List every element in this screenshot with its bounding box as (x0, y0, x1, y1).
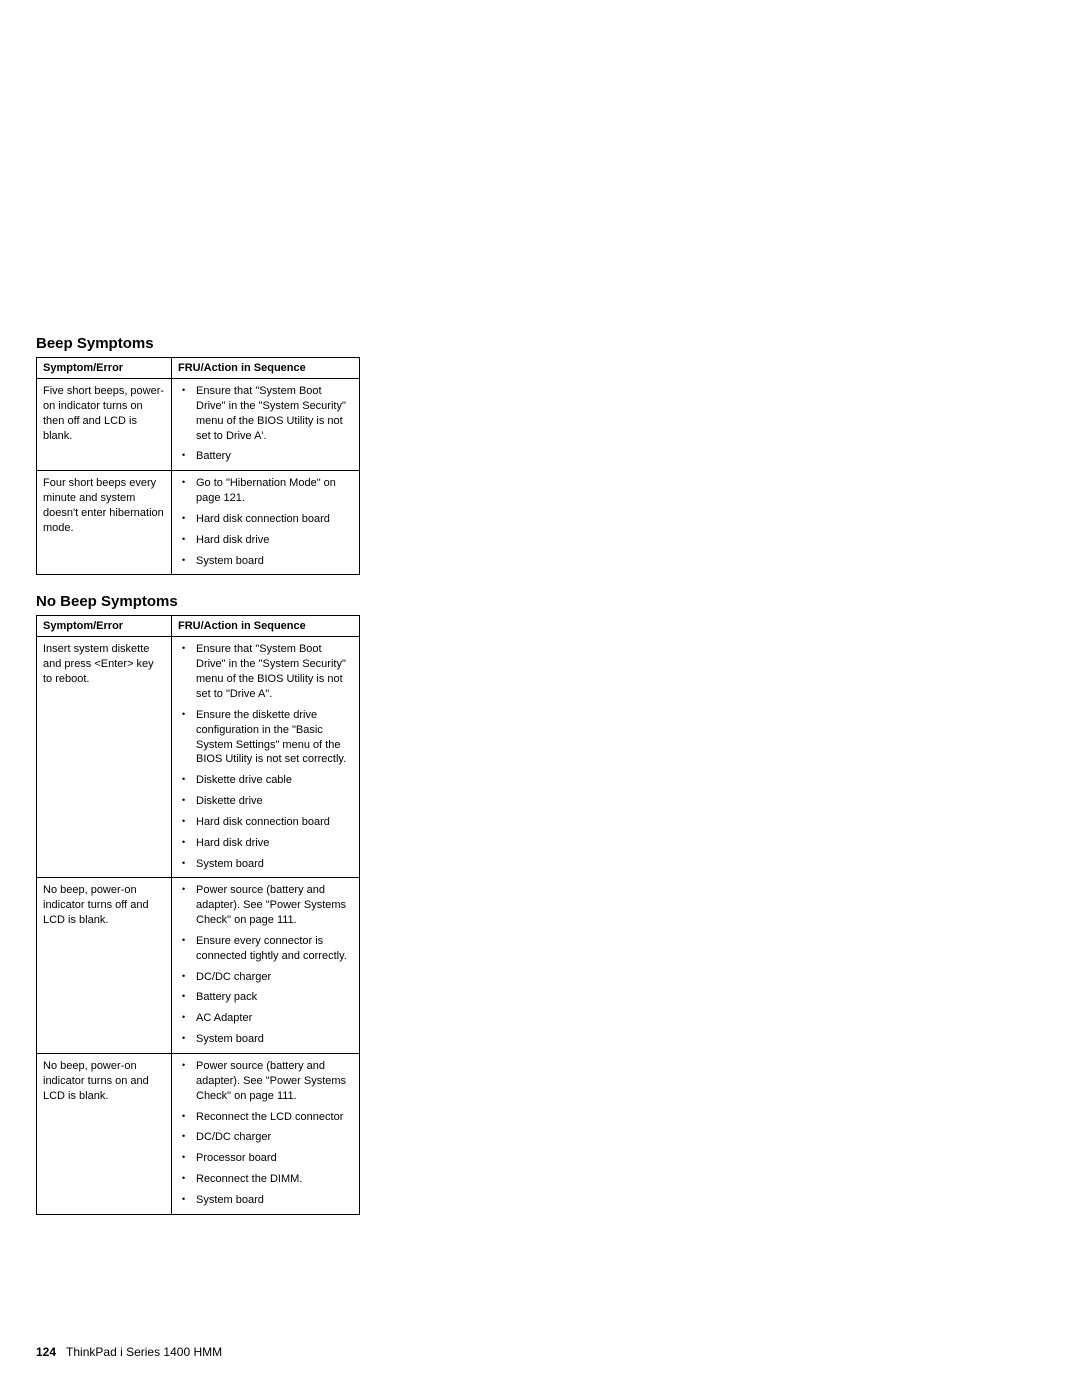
action-item: Reconnect the DIMM. (178, 1172, 353, 1187)
table-row: No beep, power-on indicator turns on and… (37, 1054, 360, 1215)
action-list: Power source (battery and adapter). See … (178, 1059, 353, 1208)
table-header-symptom: Symptom/Error (37, 358, 172, 379)
table-row: Four short beeps every minute and system… (37, 471, 360, 575)
action-item: Power source (battery and adapter). See … (178, 883, 353, 928)
table-row: Insert system diskette and press <Enter>… (37, 637, 360, 878)
symptom-cell: Five short beeps, power-on indicator tur… (37, 379, 172, 471)
action-item: System board (178, 554, 353, 569)
symptom-cell: Insert system diskette and press <Enter>… (37, 637, 172, 878)
table-header-action: FRU/Action in Sequence (172, 616, 360, 637)
action-item: Processor board (178, 1151, 353, 1166)
beep-symptoms-table: Symptom/Error FRU/Action in Sequence Fiv… (36, 357, 360, 575)
action-item: Battery (178, 449, 353, 464)
symptom-cell: No beep, power-on indicator turns off an… (37, 878, 172, 1054)
action-item: Hard disk connection board (178, 815, 353, 830)
action-cell: Ensure that "System Boot Drive" in the "… (172, 637, 360, 878)
table-row: No beep, power-on indicator turns off an… (37, 878, 360, 1054)
page-footer: 124 ThinkPad i Series 1400 HMM (36, 1345, 222, 1359)
action-item: System board (178, 1193, 353, 1208)
symptom-cell: Four short beeps every minute and system… (37, 471, 172, 575)
action-item: Hard disk connection board (178, 512, 353, 527)
action-cell: Ensure that "System Boot Drive" in the "… (172, 379, 360, 471)
action-list: Power source (battery and adapter). See … (178, 883, 353, 1047)
action-item: Ensure that "System Boot Drive" in the "… (178, 384, 353, 443)
page-number: 124 (36, 1345, 56, 1359)
footer-title: ThinkPad i Series 1400 HMM (66, 1345, 222, 1359)
action-cell: Go to "Hibernation Mode" on page 121. Ha… (172, 471, 360, 575)
no-beep-symptoms-heading: No Beep Symptoms (36, 593, 360, 610)
beep-symptoms-heading: Beep Symptoms (36, 335, 360, 352)
action-item: AC Adapter (178, 1011, 353, 1026)
action-list: Ensure that "System Boot Drive" in the "… (178, 642, 353, 871)
table-header-symptom: Symptom/Error (37, 616, 172, 637)
action-item: System board (178, 1032, 353, 1047)
action-item: Reconnect the LCD connector (178, 1110, 353, 1125)
page-content: Beep Symptoms Symptom/Error FRU/Action i… (36, 335, 360, 1215)
action-list: Go to "Hibernation Mode" on page 121. Ha… (178, 476, 353, 568)
action-cell: Power source (battery and adapter). See … (172, 1054, 360, 1215)
action-item: Diskette drive cable (178, 773, 353, 788)
action-item: Hard disk drive (178, 533, 353, 548)
action-item: Go to "Hibernation Mode" on page 121. (178, 476, 353, 506)
action-item: Power source (battery and adapter). See … (178, 1059, 353, 1104)
action-item: DC/DC charger (178, 1130, 353, 1145)
action-item: Ensure every connector is connected tigh… (178, 934, 353, 964)
action-cell: Power source (battery and adapter). See … (172, 878, 360, 1054)
action-item: System board (178, 857, 353, 872)
action-item: Ensure the diskette drive configuration … (178, 708, 353, 767)
action-list: Ensure that "System Boot Drive" in the "… (178, 384, 353, 464)
action-item: Ensure that "System Boot Drive" in the "… (178, 642, 353, 701)
table-header-action: FRU/Action in Sequence (172, 358, 360, 379)
action-item: Hard disk drive (178, 836, 353, 851)
no-beep-symptoms-table: Symptom/Error FRU/Action in Sequence Ins… (36, 615, 360, 1214)
action-item: Battery pack (178, 990, 353, 1005)
table-row: Five short beeps, power-on indicator tur… (37, 379, 360, 471)
action-item: DC/DC charger (178, 970, 353, 985)
symptom-cell: No beep, power-on indicator turns on and… (37, 1054, 172, 1215)
action-item: Diskette drive (178, 794, 353, 809)
